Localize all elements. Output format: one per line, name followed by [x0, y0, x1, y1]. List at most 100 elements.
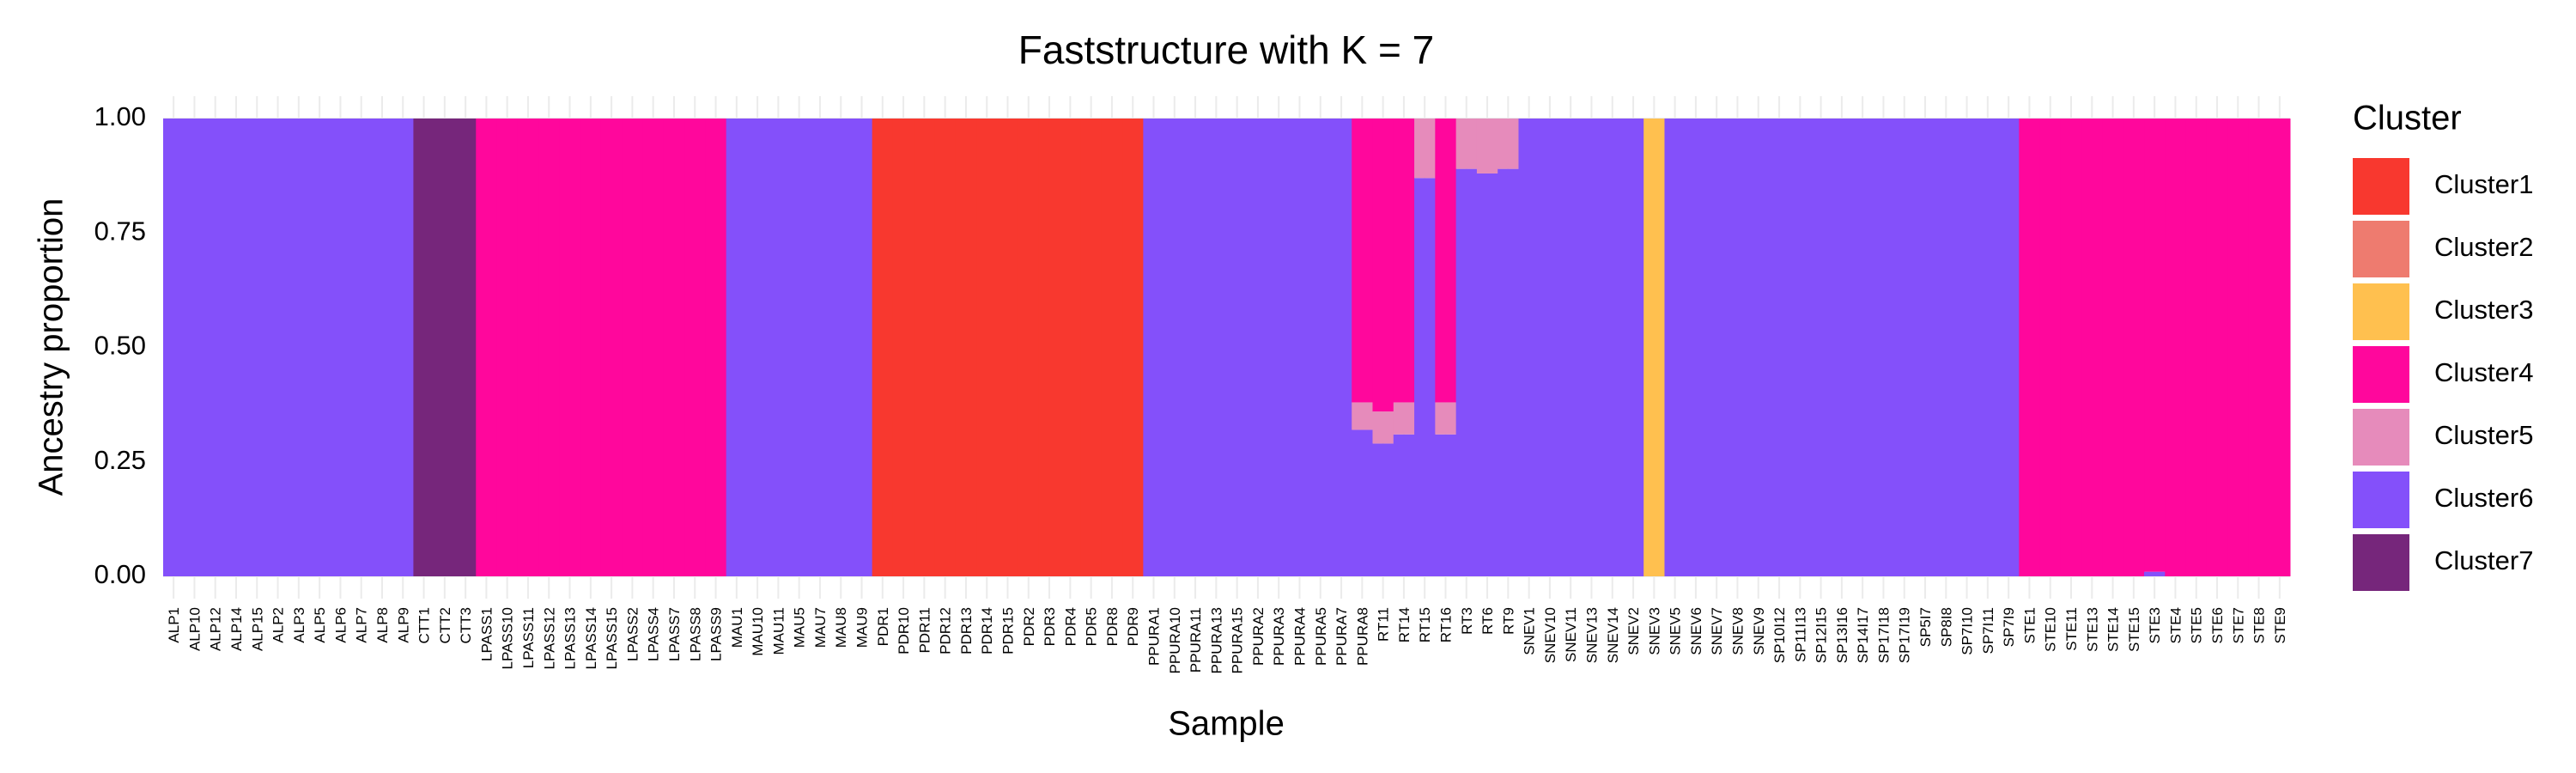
- bar-segment: [1914, 119, 1936, 576]
- bar-segment: [872, 119, 894, 576]
- legend-label: Cluster1: [2434, 169, 2533, 199]
- legend-label: Cluster4: [2434, 357, 2533, 387]
- bar-segment: [705, 119, 727, 576]
- bar-segment: [1998, 119, 2020, 576]
- x-tick-label: SNEV14: [1605, 607, 1621, 663]
- x-tick-label: PPURA1: [1146, 607, 1163, 666]
- legend-swatch: [2353, 346, 2409, 403]
- bar-segment: [955, 119, 977, 576]
- legend-swatch: [2353, 409, 2409, 466]
- bar-segment: [1539, 119, 1561, 576]
- legend-title: Cluster: [2353, 100, 2462, 137]
- x-tick-label: CTT2: [437, 607, 453, 644]
- bar-segment: [2019, 119, 2041, 576]
- x-tick-label: LPASS15: [604, 607, 620, 669]
- x-tick-label: SNEV11: [1563, 607, 1579, 662]
- bar-segment: [413, 119, 435, 576]
- bar-segment: [454, 119, 477, 576]
- x-tick-label: MAU11: [770, 607, 787, 654]
- x-tick-label: PPURA3: [1271, 607, 1287, 666]
- y-axis-label: Ancestry proportion: [33, 198, 70, 496]
- x-tick-label: SP17I18: [1875, 607, 1892, 663]
- bar-segment: [1810, 119, 1832, 576]
- x-tick-label: SNEV10: [1542, 607, 1558, 663]
- bar-segment: [2060, 119, 2082, 576]
- x-tick-label: PDR9: [1125, 607, 1141, 646]
- y-tick-label: 0.50: [94, 331, 146, 361]
- x-tick-label: STE10: [2043, 607, 2059, 652]
- bar-segment: [267, 119, 289, 576]
- x-tick-label: SNEV5: [1668, 607, 1684, 655]
- bars: [163, 119, 2291, 577]
- x-tick-label: SP14I17: [1855, 607, 1871, 663]
- bar-segment: [1309, 119, 1332, 576]
- bar-segment: [1455, 119, 1478, 169]
- x-tick-label: SP17I19: [1897, 607, 1913, 663]
- bar-segment: [976, 119, 998, 576]
- bar-segment: [580, 119, 602, 576]
- bar-segment: [2248, 119, 2270, 576]
- bar-segment: [1581, 119, 1603, 576]
- x-tick-label: SNEV8: [1729, 607, 1746, 655]
- x-tick-label: SP12I15: [1814, 607, 1830, 663]
- bar-segment: [496, 119, 519, 576]
- bar-segment: [246, 119, 268, 576]
- x-tick-label: PPURA8: [1354, 607, 1370, 666]
- bar-segment: [1518, 119, 1540, 576]
- x-tick-label: ALP7: [354, 607, 370, 643]
- x-tick-label: RT6: [1479, 607, 1496, 635]
- bar-segment: [663, 119, 685, 576]
- bar-segment: [2227, 119, 2249, 576]
- bar-segment: [809, 119, 831, 576]
- bar-segment: [2269, 119, 2291, 576]
- bar-segment: [1393, 402, 1415, 435]
- x-tick-label: MAU10: [750, 607, 766, 656]
- bar-segment: [1622, 119, 1644, 576]
- legend-label: Cluster3: [2434, 295, 2533, 325]
- x-tick-label: SP10I12: [1771, 607, 1788, 663]
- x-tick-label: MAU9: [854, 607, 871, 648]
- bar-segment: [538, 119, 560, 576]
- x-tick-label: RT15: [1417, 607, 1433, 642]
- bar-segment: [350, 119, 373, 576]
- bar-segment: [330, 119, 352, 576]
- x-tick-label: PPURA10: [1167, 607, 1183, 673]
- bar-segment: [308, 119, 331, 576]
- bar-segment: [1143, 119, 1165, 576]
- bar-segment: [1393, 119, 1415, 403]
- x-tick-label: PDR5: [1084, 607, 1100, 646]
- x-tick-label: RT16: [1437, 607, 1454, 642]
- x-tick-label: PDR13: [958, 607, 975, 654]
- legend-swatch: [2353, 158, 2409, 215]
- bar-segment: [726, 119, 748, 576]
- x-tick-label: STE4: [2167, 607, 2184, 644]
- bar-segment: [1247, 119, 1269, 576]
- bar-segment: [1038, 119, 1060, 576]
- bar-segment: [1101, 119, 1123, 576]
- bar-segment: [2123, 119, 2145, 576]
- bar-segment: [1664, 119, 1686, 576]
- x-tick-label: SP5I7: [1917, 607, 1934, 647]
- x-tick-label: CTT1: [416, 607, 433, 644]
- x-tick-label: LPASS12: [541, 607, 557, 669]
- x-tick-label: STE6: [2209, 607, 2226, 644]
- x-tick-label: CTT3: [458, 607, 474, 644]
- x-tick-label: ALP9: [395, 607, 411, 643]
- bar-segment: [1018, 119, 1040, 576]
- bar-segment: [476, 119, 498, 576]
- x-tick-label: PPURA5: [1313, 607, 1329, 666]
- x-tick-label: PDR8: [1104, 607, 1121, 646]
- x-tick-label: PDR14: [979, 607, 995, 654]
- x-tick-label: PDR3: [1042, 607, 1058, 646]
- bar-segment: [1498, 168, 1519, 576]
- x-tick-label: LPASS4: [646, 607, 662, 661]
- x-tick-label: SNEV3: [1646, 607, 1662, 655]
- legend: Cluster1 Cluster2 Cluster3 Cluster4 Cluster5…: [2353, 158, 2533, 591]
- x-tick-label: LPASS13: [562, 607, 579, 669]
- y-tick-label: 0.25: [94, 445, 146, 475]
- y-tick-label: 0.75: [94, 216, 146, 246]
- x-tick-label: SNEV7: [1709, 607, 1725, 655]
- bar-segment: [2165, 119, 2187, 576]
- x-tick-label: MAU7: [812, 607, 829, 648]
- x-tick-label: ALP5: [312, 607, 328, 643]
